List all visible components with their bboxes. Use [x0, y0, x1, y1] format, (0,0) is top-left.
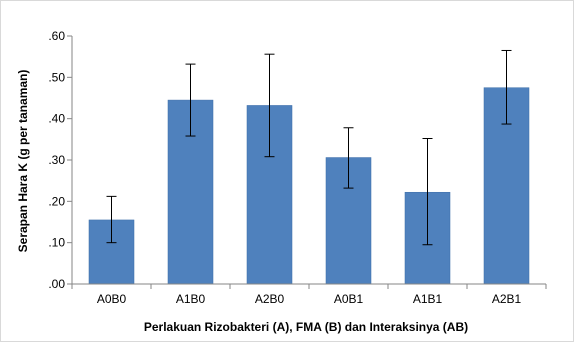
- x-axis-ticks: A0B0 A1B0 A2B0 A0B1 A1B1 A2B1: [71, 284, 547, 306]
- y-tick-label: .50: [48, 70, 65, 84]
- y-tick-label: .60: [48, 29, 65, 43]
- x-axis-title: Perlakuan Rizobakteri (A), FMA (B) dan I…: [144, 320, 468, 334]
- y-axis-title: Serapan Hara K (g per tanaman): [16, 70, 30, 253]
- y-tick-label: .30: [48, 153, 65, 167]
- y-tick-label: .10: [48, 236, 65, 250]
- y-tick-label: .20: [48, 194, 65, 208]
- x-tick-label: A1B1: [413, 292, 443, 306]
- y-axis-ticks: .00 .10 .20 .30 .40 .50 .60: [48, 29, 72, 291]
- error-bars: [106, 49, 512, 246]
- x-tick-label: A0B1: [334, 292, 364, 306]
- y-tick-label: .40: [48, 112, 65, 126]
- x-tick-label: A1B0: [176, 292, 206, 306]
- axes: [71, 36, 546, 285]
- x-tick-label: A0B0: [97, 292, 127, 306]
- x-tick-label: A2B0: [255, 292, 285, 306]
- y-tick-label: .00: [48, 277, 65, 291]
- bars: [88, 87, 530, 285]
- x-tick-label: A2B1: [492, 292, 522, 306]
